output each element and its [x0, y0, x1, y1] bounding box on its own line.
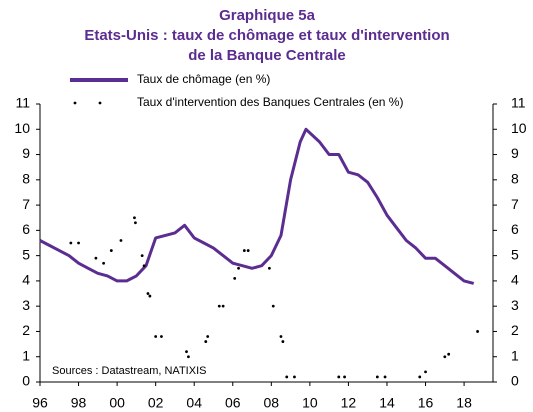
- rate-dot: [383, 375, 387, 379]
- x-tick-label: 16: [418, 395, 434, 411]
- y-tick-label: 4: [22, 272, 30, 288]
- x-tick-label: 14: [379, 395, 395, 411]
- rate-dot: [246, 249, 250, 252]
- rate-dot: [279, 335, 283, 338]
- rate-dot: [206, 335, 210, 338]
- y-tick-label: 6: [22, 221, 30, 237]
- rate-dot: [217, 304, 221, 308]
- rate-dot: [233, 276, 237, 280]
- y2-tick-label: 11: [511, 95, 526, 111]
- rate-dot: [443, 355, 447, 359]
- rate-dot: [77, 241, 80, 245]
- rate-dot: [424, 370, 427, 374]
- rate-dot: [271, 304, 275, 308]
- y2-tick-label: 0: [511, 373, 519, 389]
- y2-tick-label: 1: [511, 347, 519, 363]
- y2-tick-label: 2: [511, 322, 519, 338]
- legend-dot: [98, 101, 102, 105]
- rate-dot: [160, 335, 163, 338]
- x-tick-label: 10: [302, 395, 318, 411]
- x-tick-label: 06: [225, 395, 241, 411]
- rate-dot: [267, 266, 271, 270]
- y2-tick-label: 9: [511, 145, 519, 161]
- rate-dot: [185, 350, 188, 354]
- chart-title: Etats-Unis : taux de chômage et taux d'i…: [84, 27, 449, 44]
- chart-title: Graphique 5a: [219, 7, 316, 24]
- rate-dot: [418, 375, 422, 379]
- unemployment-line: [39, 127, 475, 285]
- rate-dot: [102, 261, 106, 265]
- x-tick-label: 18: [456, 395, 472, 411]
- x-tick-label: 00: [109, 395, 125, 411]
- rate-dot: [69, 241, 73, 245]
- rate-dot: [221, 304, 225, 308]
- y2-tick-label: 8: [511, 171, 519, 187]
- rate-dot: [375, 375, 379, 379]
- y2-tick-label: 6: [511, 221, 519, 237]
- rate-dot: [142, 264, 146, 268]
- x-tick-label: 08: [264, 395, 280, 411]
- y2-tick-label: 3: [511, 297, 519, 313]
- rate-dot: [140, 254, 144, 258]
- rate-dot: [237, 266, 240, 270]
- x-tick-label: 12: [341, 395, 357, 411]
- rate-dot: [109, 249, 113, 252]
- legend-label: Taux d'intervention des Banques Centrale…: [137, 95, 403, 109]
- legend-dot: [73, 101, 77, 105]
- x-tick-label: 96: [32, 395, 48, 411]
- rate-dot: [337, 375, 341, 379]
- y-tick-label: 3: [22, 297, 30, 313]
- rate-dot: [187, 355, 190, 359]
- rate-dot: [94, 256, 98, 260]
- y-tick-label: 10: [14, 120, 30, 136]
- y-tick-label: 0: [22, 373, 30, 389]
- y2-tick-label: 7: [511, 196, 519, 212]
- rate-dot: [447, 352, 451, 356]
- source-note: Sources : Datastream, NATIXIS: [52, 365, 206, 377]
- rate-dot: [343, 375, 346, 379]
- y-tick-label: 8: [22, 171, 30, 187]
- rate-dot: [293, 375, 296, 379]
- x-tick-label: 98: [71, 395, 87, 411]
- rate-dot: [119, 239, 123, 242]
- x-tick-label: 04: [186, 395, 202, 411]
- rate-dot: [133, 216, 136, 220]
- x-tick-label: 02: [148, 395, 164, 411]
- rate-dot: [204, 340, 208, 343]
- rate-dot: [134, 221, 137, 225]
- rate-dot: [476, 330, 479, 333]
- y-tick-label: 5: [22, 246, 30, 262]
- rate-dot: [154, 335, 158, 338]
- y-tick-label: 1: [22, 347, 30, 363]
- y-tick-label: 7: [22, 196, 30, 212]
- y-tick-label: 9: [22, 145, 30, 161]
- y-tick-label: 2: [22, 322, 30, 338]
- chart-title: de la Banque Centrale: [188, 47, 346, 64]
- rate-dot: [148, 294, 152, 298]
- y2-tick-label: 4: [511, 272, 519, 288]
- rate-dot: [146, 292, 150, 295]
- y-tick-label: 11: [15, 95, 30, 111]
- y2-tick-label: 5: [511, 246, 519, 262]
- legend-label: Taux de chômage (en %): [137, 72, 270, 86]
- rate-dot: [285, 375, 289, 379]
- y2-tick-label: 10: [511, 120, 527, 136]
- rate-dot: [242, 249, 246, 252]
- rate-dot: [281, 340, 285, 343]
